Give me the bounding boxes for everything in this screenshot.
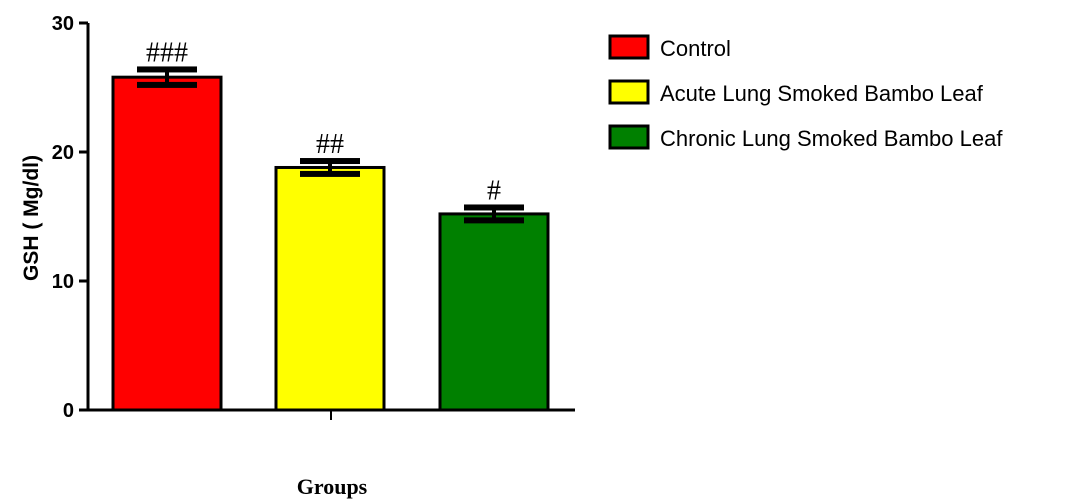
error-cap-top: [300, 158, 360, 165]
legend: Control Acute Lung Smoked Bambo Leaf Chron…: [608, 34, 1003, 151]
legend-label: Control: [660, 36, 731, 61]
significance-label: #: [487, 175, 501, 206]
legend-swatch: [608, 34, 650, 60]
x-axis: [88, 408, 575, 420]
error-cap-bottom: [137, 81, 197, 88]
y-tick-label: 20: [52, 142, 74, 164]
y-tick-label: 30: [52, 13, 74, 35]
bars: ######: [111, 37, 550, 412]
bar: [111, 75, 223, 412]
y-tick-label: 10: [52, 271, 74, 293]
y-axis-title: GSH ( Mg/dl): [20, 155, 43, 281]
legend-swatch: [608, 124, 650, 150]
y-tick-label: 0: [63, 400, 74, 422]
bar: [438, 212, 550, 412]
significance-label: ###: [146, 37, 188, 68]
error-cap-bottom: [464, 217, 524, 224]
legend-label: Chronic Lung Smoked Bambo Leaf: [660, 126, 1003, 151]
significance-label: ##: [316, 129, 344, 160]
error-cap-top: [464, 204, 524, 211]
bar: [274, 165, 386, 412]
error-cap-top: [137, 66, 197, 73]
error-cap-bottom: [300, 170, 360, 177]
x-axis-title: Groups: [297, 474, 368, 499]
legend-swatch: [608, 79, 650, 105]
legend-label: Acute Lung Smoked Bambo Leaf: [660, 81, 984, 106]
y-axis: 0 10 20 30: [52, 13, 90, 422]
